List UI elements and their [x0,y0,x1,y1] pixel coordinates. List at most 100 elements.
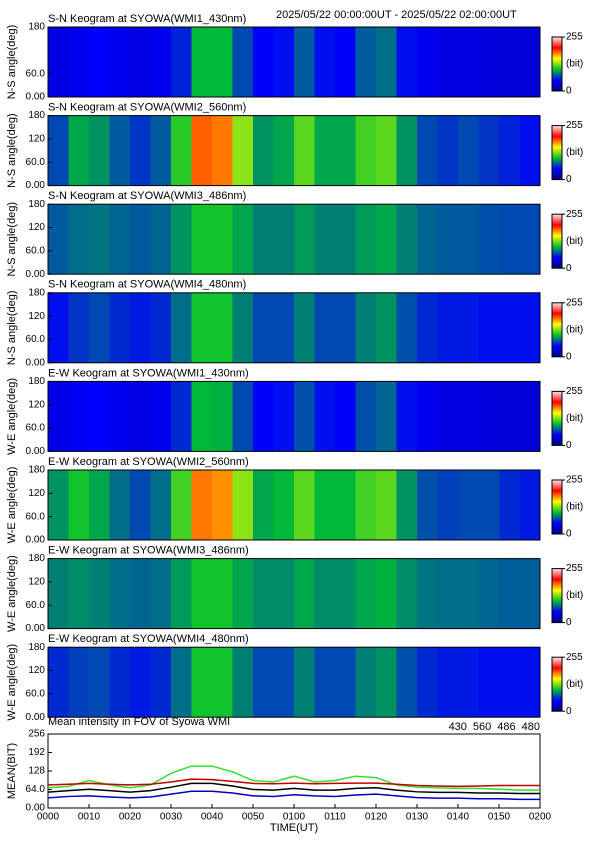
keogram-cell [499,292,520,363]
keogram-cell [273,558,295,629]
keogram-cell [273,27,295,97]
keogram-cell [519,27,541,97]
keogram-cell [109,470,131,540]
keogram-cell [89,204,110,275]
keogram-cell [171,27,192,97]
colorbar [551,568,563,624]
keogram-cell [376,470,397,540]
keogram-cell [150,558,172,629]
keogram-cell [212,647,233,718]
keogram-cell [130,115,151,186]
keogram-cell [150,647,172,718]
y-tick-label: 0.00 [26,446,46,457]
colorbar-label: 255 [566,475,583,486]
y-axis-label: W-E angle(deg) [6,467,18,544]
keogram-cell [273,470,295,540]
keogram-cell [191,470,213,540]
y-tick-label: 120 [28,488,45,499]
line-series [47,790,540,801]
keogram-cell [376,27,397,97]
colorbar [551,479,563,535]
panel-title: S-N Keogram at SYOWA(WMI4_480nm) [48,279,246,291]
keogram-cell [130,558,151,629]
y-tick-label: 120 [28,577,45,588]
y-tick-label: 180 [28,642,45,653]
plot-frame [47,469,541,541]
colorbar-label: 255 [566,386,583,397]
keogram-cell [314,647,336,718]
keogram-cell [48,292,69,363]
keogram-cell [437,27,459,97]
keogram-cell [314,558,336,629]
colorbar [551,302,563,358]
x-tick-label: 0150 [488,812,511,823]
y-tick-label: 60.0 [26,600,46,611]
x-tick-label: 0010 [78,812,101,823]
keogram-cell [417,647,438,718]
keogram-cell [499,27,520,97]
y-tick-label: 0.00 [26,535,46,546]
keogram-cell [273,381,295,452]
y-tick-label: 120 [28,134,45,145]
keogram-cell [335,381,356,452]
keogram-cell [499,115,520,186]
colorbar-label: 0 [566,263,572,274]
keogram-cell [89,470,110,540]
keogram-cell [191,558,213,629]
keogram-cell [212,115,233,186]
x-tick-label: 0130 [406,812,429,823]
plot-frame [47,115,541,187]
colorbar-label: 255 [566,120,583,131]
colorbar-label: 0 [566,706,572,717]
keogram-cell [335,115,356,186]
panel-title: E-W Keogram at SYOWA(WMI2_560nm) [48,456,249,468]
keogram-cell [355,204,377,275]
colorbar-unit: (bit) [566,59,583,70]
keogram-cell [212,381,233,452]
keogram-cell [437,381,459,452]
keogram-cell [458,381,479,452]
keogram-cell [171,381,192,452]
keogram-cell [478,558,500,629]
keogram-cell [89,27,110,97]
y-tick-label: 60.0 [26,511,46,522]
keogram-cell [314,27,336,97]
keogram-cell [191,204,213,275]
x-tick-label: 0020 [119,812,142,823]
legend-label: 480 [522,721,540,733]
plot-frame [47,646,541,718]
keogram-cell [68,204,90,275]
keogram-cell [355,558,377,629]
keogram-cell [335,292,356,363]
keogram-cell [48,204,69,275]
keogram-cell [89,647,110,718]
keogram-cell [109,204,131,275]
panel-title: S-N Keogram at SYOWA(WMI2_560nm) [48,102,246,114]
y-tick-label: 0.00 [26,623,46,634]
keogram-cell [48,27,69,97]
keogram-cell [376,558,397,629]
y-tick-label: 128 [28,766,45,777]
y-tick-label: 0.00 [26,269,46,280]
y-tick-label: 60.0 [26,157,46,168]
keogram-cell [232,27,254,97]
colorbar-unit: (bit) [566,147,583,158]
keogram-cell [396,115,418,186]
keogram-cell [232,292,254,363]
keogram-cell [253,381,274,452]
keogram-cell [212,470,233,540]
keogram-cell [396,381,418,452]
keogram-cell [314,292,336,363]
keogram-cell [273,115,295,186]
plot-frame [47,203,541,275]
y-tick-label: 0.00 [26,803,46,814]
keogram-cell [355,647,377,718]
y-tick-label: 120 [28,399,45,410]
y-tick-label: 256 [28,729,45,740]
panel-title: S-N Keogram at SYOWA(WMI1_430nm) [48,13,246,25]
keogram-cell [355,115,377,186]
plot-frame [47,26,541,98]
keogram-cell [212,27,233,97]
y-tick-label: 192 [28,747,45,758]
